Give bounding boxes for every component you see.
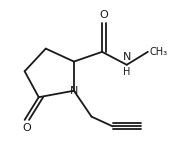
Text: H: H [123, 67, 130, 77]
Text: CH₃: CH₃ [150, 47, 168, 57]
Text: N: N [70, 86, 78, 96]
Text: O: O [100, 10, 109, 20]
Text: N: N [122, 52, 131, 62]
Text: O: O [22, 123, 31, 133]
